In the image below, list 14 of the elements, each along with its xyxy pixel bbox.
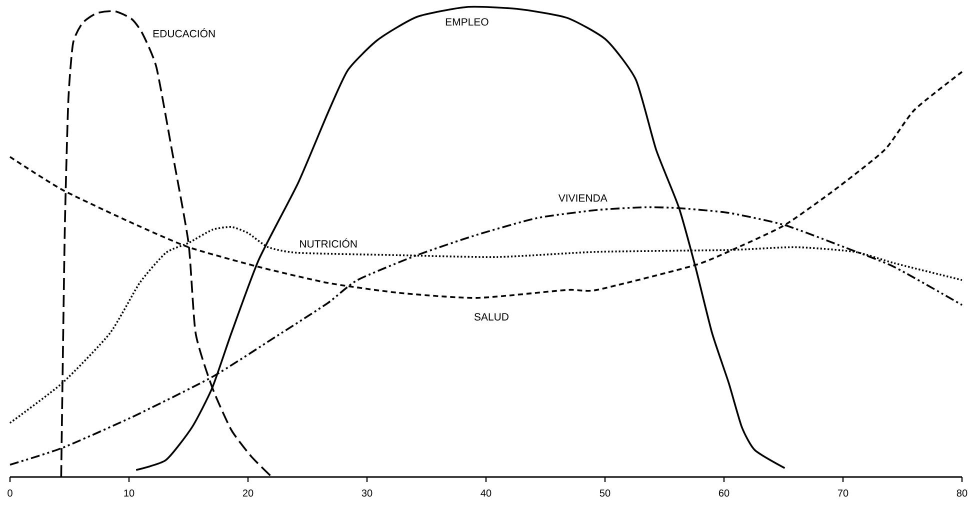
x-tick-label: 10 (124, 490, 134, 497)
x-tick-label: 30 (362, 490, 372, 497)
x-tick-label: 20 (242, 490, 254, 497)
x-tick-label: 40 (480, 490, 492, 497)
series-label: NUTRICIÓN (300, 238, 357, 248)
series-label: EDUCACIÓN (153, 28, 215, 38)
x-tick-label: 0 (8, 490, 12, 497)
series-label: EMPLEO (446, 18, 488, 26)
x-tick-label: 80 (956, 490, 968, 497)
x-tick-label: 70 (838, 490, 848, 497)
x-tick-label: 60 (718, 490, 730, 497)
series-label: VIVIENDA (558, 194, 608, 202)
x-tick-label: 50 (600, 490, 610, 497)
series-label: SALUD (474, 313, 508, 321)
